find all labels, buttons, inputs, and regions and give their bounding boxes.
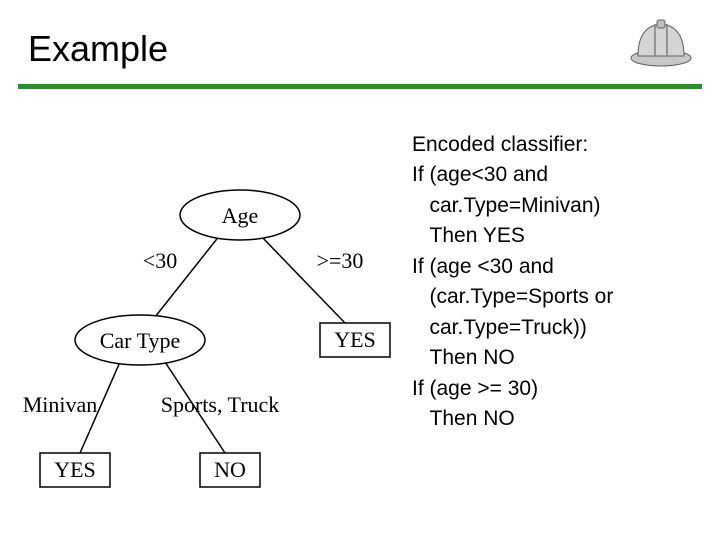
node-cartype-label: Car Type: [100, 328, 181, 353]
slide-title: Example: [28, 28, 168, 70]
classifier-rule-2: If (age <30 and (car.Type=Sports or car.…: [412, 252, 712, 374]
edge-label-gte30: >=30: [317, 248, 364, 273]
classifier-heading: Encoded classifier:: [412, 130, 712, 160]
hardhat-icon: [628, 12, 694, 68]
node-no-label: NO: [214, 457, 246, 482]
classifier-rule-3: If (age >= 30) Then NO: [412, 374, 712, 435]
encoded-classifier-text: Encoded classifier: If (age<30 and car.T…: [412, 130, 712, 434]
edge-label-sportstruck: Sports, Truck: [161, 392, 280, 417]
edge-label-lt30: <30: [143, 248, 177, 273]
node-yes-left-label: YES: [54, 457, 96, 482]
classifier-rule-1: If (age<30 and car.Type=Minivan) Then YE…: [412, 160, 712, 251]
decision-tree: Age Car Type YES YES NO <30 >=30 Minivan…: [20, 150, 420, 520]
edge-label-minivan: Minivan: [23, 392, 98, 417]
title-underline: [18, 84, 702, 89]
node-yes-right-label: YES: [334, 327, 376, 352]
node-age-label: Age: [222, 203, 259, 228]
